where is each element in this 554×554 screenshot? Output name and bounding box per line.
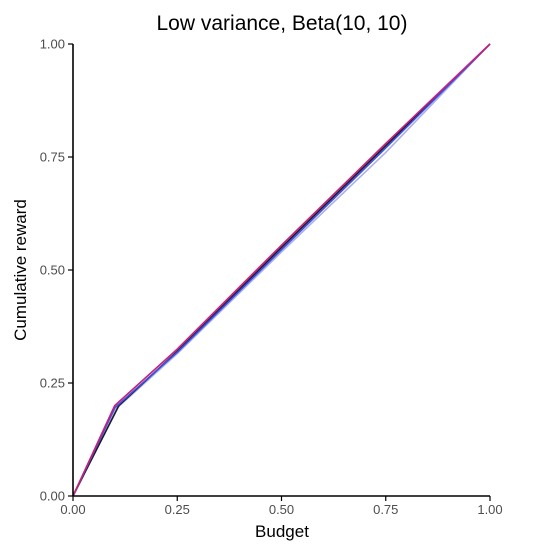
x-axis-title: Budget: [255, 522, 309, 541]
x-axis-ticks: 0.00 0.25 0.50 0.75 1.00: [60, 496, 503, 517]
y-tick-label: 1.00: [40, 37, 65, 52]
x-tick-label: 1.00: [477, 502, 502, 517]
series-line-2: [72, 43, 491, 497]
series-line-4: [72, 43, 491, 497]
x-tick-label: 0.75: [373, 502, 398, 517]
y-tick-label: 0.25: [40, 376, 65, 391]
x-tick-label: 0.25: [165, 502, 190, 517]
y-tick-label: 0.75: [40, 150, 65, 165]
chart-title: Low variance, Beta(10, 10): [157, 12, 408, 35]
series-line-3: [72, 43, 491, 497]
y-axis-ticks: 0.00 0.25 0.50 0.75 1.00: [40, 37, 73, 504]
y-axis-title: Cumulative reward: [11, 199, 30, 341]
series-line-1: [72, 43, 491, 497]
y-tick-label: 0.50: [40, 263, 65, 278]
x-tick-label: 0.00: [60, 502, 85, 517]
series-layer: [72, 43, 491, 497]
x-tick-label: 0.50: [269, 502, 294, 517]
y-tick-label: 0.00: [40, 489, 65, 504]
